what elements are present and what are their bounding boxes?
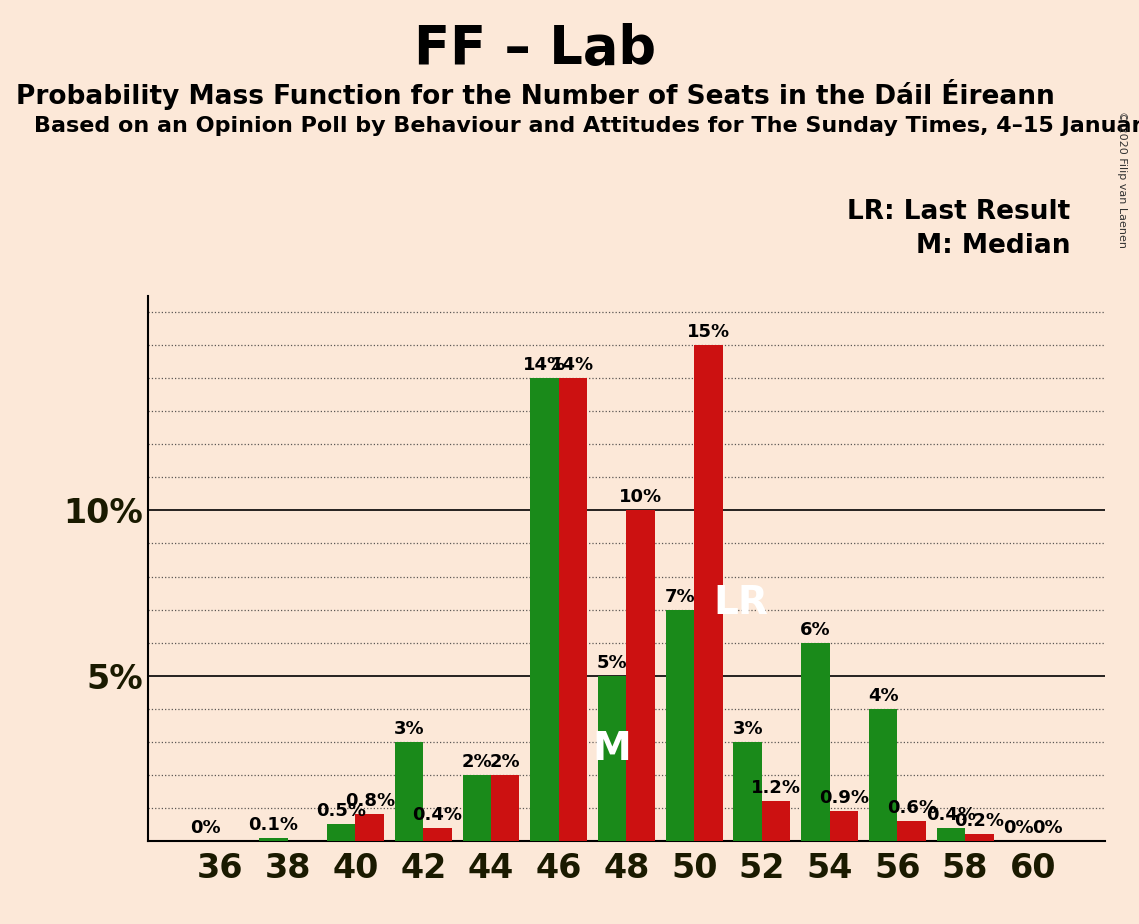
Text: 2%: 2% <box>490 753 521 771</box>
Bar <box>694 346 722 841</box>
Bar <box>260 837 288 841</box>
Text: 0.6%: 0.6% <box>886 799 936 817</box>
Text: 15%: 15% <box>687 323 730 341</box>
Bar <box>531 378 559 841</box>
Text: FF – Lab: FF – Lab <box>415 23 656 75</box>
Text: 0.4%: 0.4% <box>412 806 462 823</box>
Text: 0.8%: 0.8% <box>345 793 395 810</box>
Text: 0%: 0% <box>190 819 221 837</box>
Text: 0.5%: 0.5% <box>317 802 367 821</box>
Bar <box>801 642 829 841</box>
Text: LR: LR <box>714 584 769 622</box>
Bar <box>965 834 993 841</box>
Text: 4%: 4% <box>868 687 899 705</box>
Bar <box>869 709 898 841</box>
Text: 0.2%: 0.2% <box>954 812 1005 831</box>
Bar <box>559 378 588 841</box>
Bar <box>424 828 452 841</box>
Text: 0.9%: 0.9% <box>819 789 869 808</box>
Text: 2%: 2% <box>461 753 492 771</box>
Text: 0%: 0% <box>1032 819 1063 837</box>
Bar <box>327 824 355 841</box>
Bar <box>829 811 858 841</box>
Bar <box>898 821 926 841</box>
Bar <box>491 774 519 841</box>
Text: 14%: 14% <box>523 357 566 374</box>
Text: 1.2%: 1.2% <box>751 779 801 797</box>
Bar <box>665 610 694 841</box>
Text: 5%: 5% <box>597 653 628 672</box>
Text: 0%: 0% <box>1003 819 1034 837</box>
Text: 0.4%: 0.4% <box>926 806 976 823</box>
Bar <box>626 510 655 841</box>
Text: 7%: 7% <box>665 588 695 605</box>
Text: M: Median: M: Median <box>916 233 1071 259</box>
Bar <box>936 828 965 841</box>
Text: 0.1%: 0.1% <box>248 816 298 833</box>
Text: Probability Mass Function for the Number of Seats in the Dáil Éireann: Probability Mass Function for the Number… <box>16 79 1055 110</box>
Text: M: M <box>593 730 632 768</box>
Bar <box>462 774 491 841</box>
Text: 3%: 3% <box>394 720 425 737</box>
Bar <box>598 675 626 841</box>
Text: Based on an Opinion Poll by Behaviour and Attitudes for The Sunday Times, 4–15 J: Based on an Opinion Poll by Behaviour an… <box>34 116 1139 136</box>
Text: 6%: 6% <box>800 621 830 638</box>
Bar <box>395 742 424 841</box>
Text: 14%: 14% <box>551 357 595 374</box>
Text: LR: Last Result: LR: Last Result <box>847 199 1071 225</box>
Text: © 2020 Filip van Laenen: © 2020 Filip van Laenen <box>1117 111 1126 248</box>
Text: 10%: 10% <box>620 489 662 506</box>
Text: 3%: 3% <box>732 720 763 737</box>
Bar <box>762 801 790 841</box>
Bar <box>734 742 762 841</box>
Bar <box>355 814 384 841</box>
